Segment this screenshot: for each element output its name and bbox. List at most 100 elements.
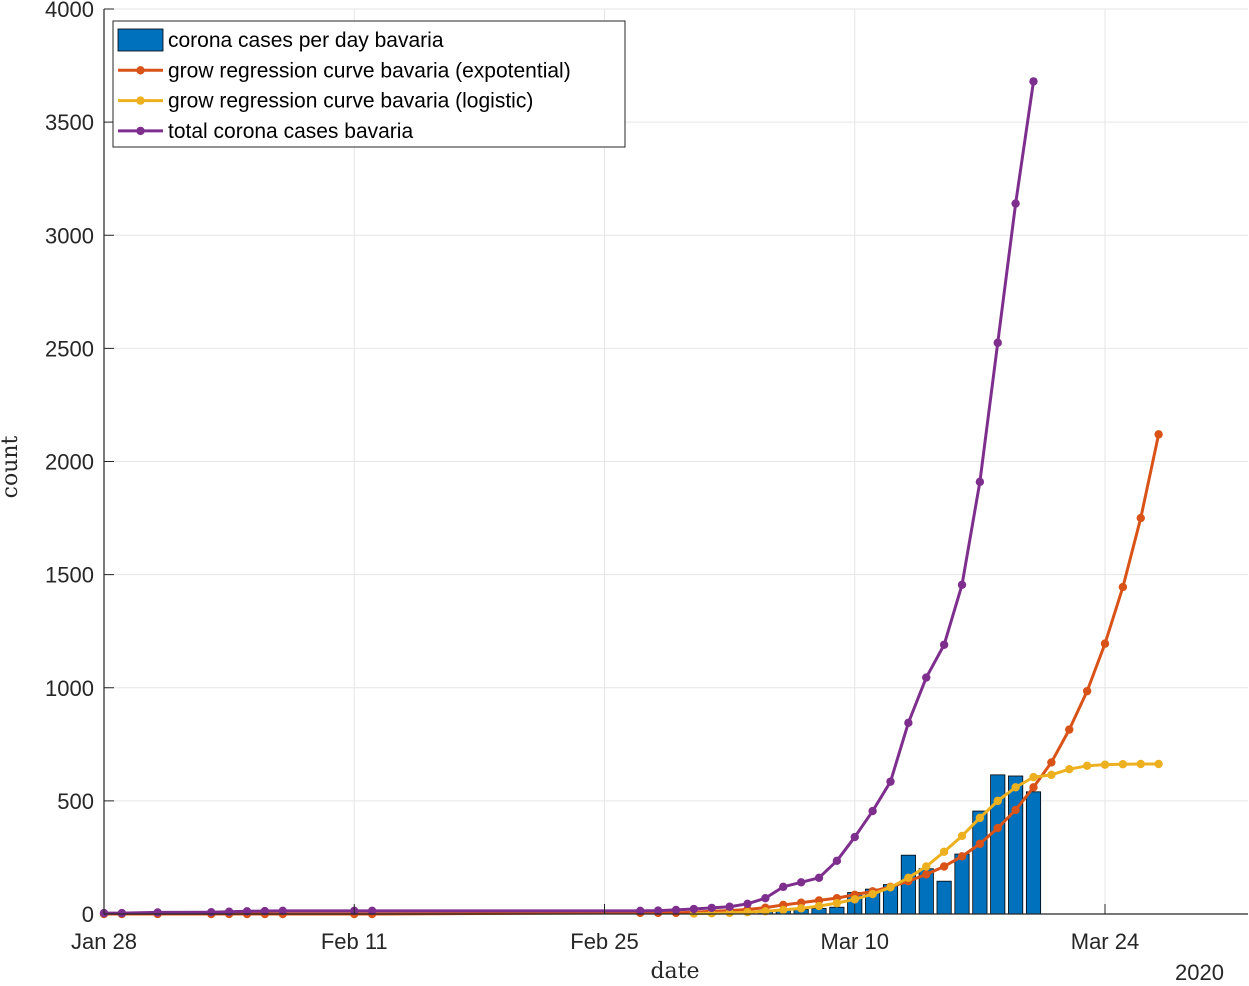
legend-label: grow regression curve bavaria (expotenti… — [168, 59, 571, 82]
data-point — [278, 906, 287, 916]
data-point — [1118, 760, 1128, 769]
legend-swatch-marker — [136, 96, 145, 105]
data-point — [725, 902, 734, 911]
x-tick-label: Mar 10 — [821, 929, 889, 954]
bar — [1025, 791, 1042, 915]
data-point — [868, 889, 877, 899]
legend-box — [112, 20, 626, 148]
x-tick-label: Feb 11 — [321, 929, 388, 954]
data-point — [1011, 805, 1020, 815]
y-tick-label: 1000 — [45, 676, 94, 701]
data-point — [993, 796, 1002, 806]
data-point — [850, 895, 859, 904]
data-point — [957, 831, 967, 841]
data-point — [1065, 725, 1074, 734]
x-tick-label: Mar 24 — [1071, 929, 1139, 954]
data-point — [636, 906, 645, 916]
data-point — [207, 907, 216, 917]
data-point — [689, 904, 699, 914]
data-point — [1082, 761, 1092, 771]
data-point — [796, 878, 806, 887]
x-tick-label: Jan 28 — [71, 929, 137, 954]
data-point — [779, 905, 788, 915]
data-point — [939, 640, 949, 649]
data-point — [993, 338, 1002, 347]
bar — [954, 853, 970, 915]
data-point — [939, 847, 949, 856]
data-point — [367, 906, 377, 916]
data-point — [814, 873, 824, 882]
data-point — [117, 908, 127, 918]
y-tick-label: 1500 — [45, 563, 94, 588]
legend-label: total corona cases bavaria — [168, 120, 413, 143]
data-point — [743, 907, 752, 917]
y-tick-label: 0 — [82, 902, 94, 927]
y-tick-label: 4000 — [45, 0, 94, 22]
data-point — [1047, 758, 1056, 767]
data-point — [975, 813, 985, 823]
data-point — [886, 883, 895, 892]
data-point — [832, 856, 842, 866]
data-point — [671, 905, 681, 915]
data-point — [975, 839, 985, 849]
legend-swatch-marker — [136, 66, 145, 75]
data-point — [242, 907, 252, 916]
data-point — [868, 806, 877, 816]
data-point — [1100, 760, 1110, 769]
data-point — [260, 906, 270, 916]
data-point — [886, 777, 895, 786]
bar — [936, 880, 952, 915]
data-point — [922, 862, 931, 871]
x-tick-labels: Jan 28 Feb 11 Feb 25 Mar 10 Mar 24 — [71, 929, 1139, 954]
data-point — [1011, 783, 1020, 792]
legend: corona cases per day bavaria grow regress… — [112, 20, 626, 148]
x-axis-label: date — [650, 959, 699, 984]
data-point — [814, 901, 824, 911]
data-point — [975, 477, 985, 487]
y-tick-label: 3000 — [45, 223, 94, 248]
data-point — [1118, 582, 1128, 592]
data-point — [957, 580, 967, 590]
data-point — [1154, 430, 1163, 439]
data-point — [922, 870, 931, 879]
axes — [103, 8, 1248, 915]
y-tick-label: 2000 — [45, 450, 94, 475]
legend-label: grow regression curve bavaria (logistic) — [168, 90, 533, 113]
data-point — [761, 893, 770, 903]
bar — [1008, 775, 1024, 915]
data-point — [1100, 639, 1110, 648]
data-point — [1011, 199, 1020, 208]
data-point — [1047, 770, 1056, 780]
data-point — [904, 718, 913, 728]
data-point — [653, 906, 663, 915]
data-point — [957, 852, 967, 861]
y-tick-labels: 0 500 1000 1500 2000 2500 3000 3500 4000 — [45, 0, 94, 927]
data-point — [1029, 772, 1038, 782]
legend-label: corona cases per day bavaria — [168, 29, 444, 52]
y-tick-label: 2500 — [45, 336, 94, 361]
x-tick-label: Feb 25 — [570, 929, 639, 954]
data-point — [904, 873, 913, 882]
data-point — [1136, 513, 1145, 523]
data-point — [725, 908, 734, 918]
data-point — [707, 903, 716, 913]
data-point — [850, 832, 859, 842]
data-point — [939, 862, 949, 871]
data-point — [922, 673, 931, 682]
data-point — [993, 823, 1002, 833]
data-point — [153, 908, 162, 917]
data-point — [1136, 759, 1145, 769]
legend-swatch-bar — [117, 28, 164, 52]
data-point — [1029, 77, 1038, 86]
legend-swatch-marker — [136, 126, 145, 136]
data-point — [761, 907, 770, 916]
data-point — [1082, 686, 1092, 696]
data-point — [1154, 759, 1163, 769]
bar — [829, 906, 845, 915]
y-tick-label: 3500 — [45, 110, 94, 135]
bar — [972, 810, 988, 915]
y-tick-label: 500 — [57, 789, 94, 814]
data-point — [743, 899, 752, 909]
data-point — [224, 907, 234, 916]
